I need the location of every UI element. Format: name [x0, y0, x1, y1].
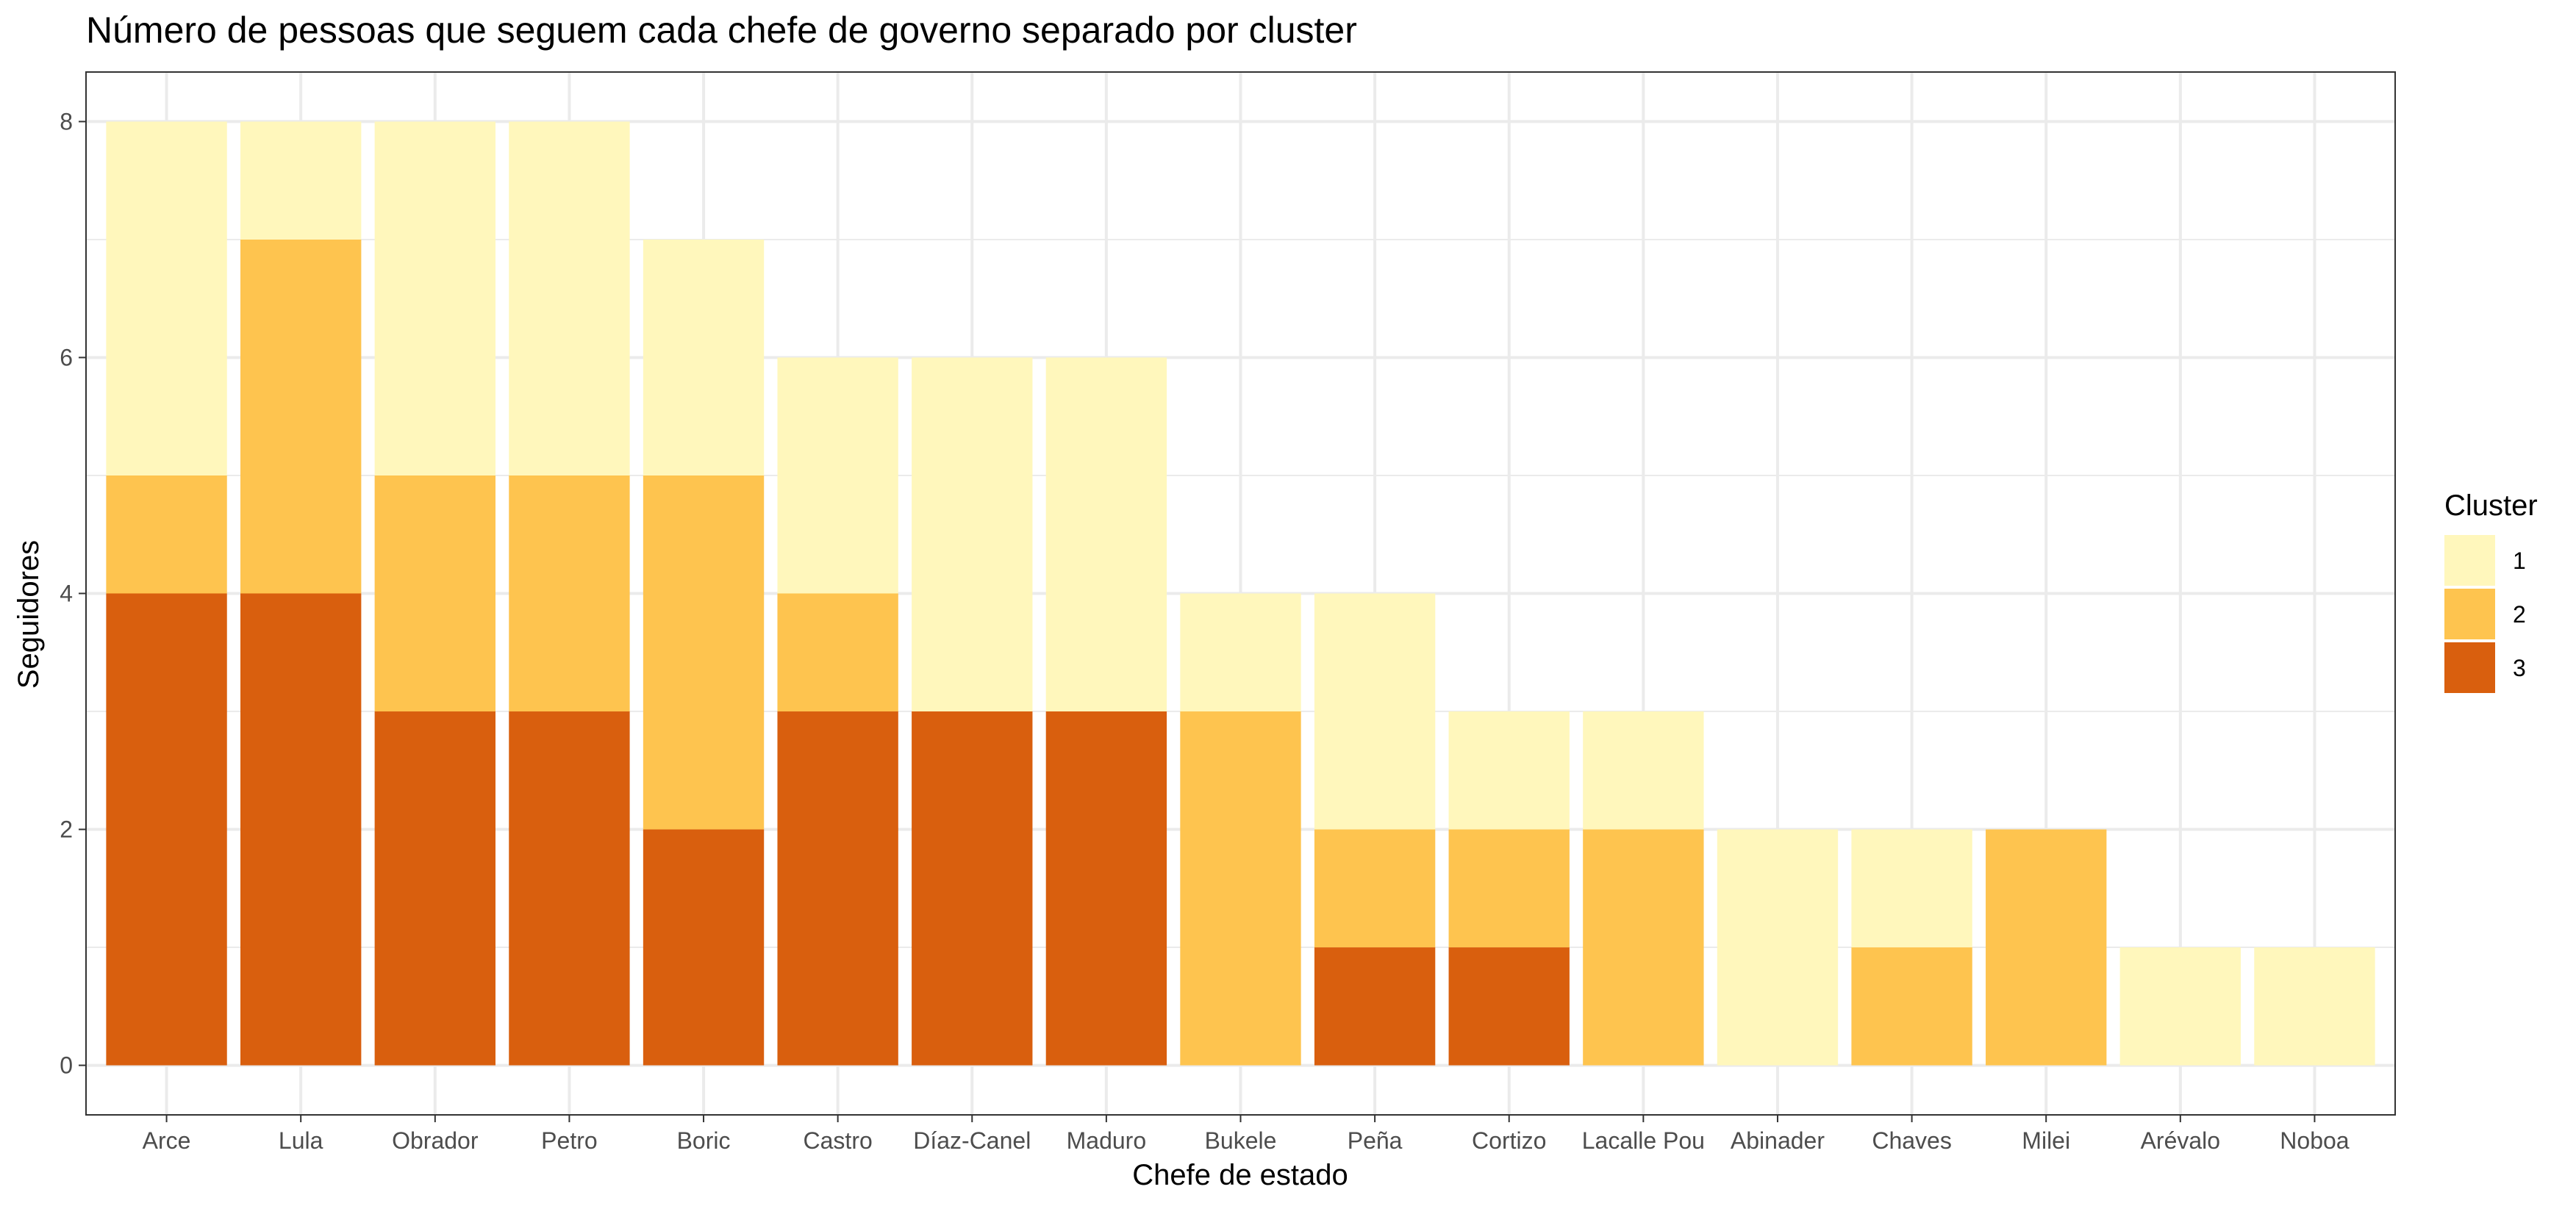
bar-segment	[106, 475, 227, 594]
x-tick-label: Abinader	[1731, 1127, 1825, 1154]
x-tick-label: Chaves	[1872, 1127, 1952, 1154]
bar-segment	[1986, 829, 2107, 1066]
y-axis: 0 2 4 6 8	[60, 108, 86, 1079]
bar-segment	[1448, 711, 1570, 830]
x-axis-title: Chefe de estado	[1132, 1159, 1348, 1191]
bar-segment	[1448, 947, 1570, 1066]
bar-segment	[2119, 947, 2241, 1066]
legend-swatch	[2444, 589, 2495, 639]
bar-segment	[509, 711, 630, 1066]
bar-segment	[240, 239, 362, 594]
x-tick-label: Arce	[143, 1127, 191, 1154]
bar-segment	[777, 593, 898, 712]
bar-segment	[1851, 947, 1972, 1066]
bar-segment	[374, 711, 495, 1066]
x-tick-label: Milei	[2022, 1127, 2070, 1154]
x-tick-label: Díaz-Canel	[913, 1127, 1031, 1154]
bar-segment	[240, 593, 362, 1066]
bar-segment	[106, 121, 227, 475]
y-tick-label: 4	[60, 581, 73, 607]
x-tick-label: Arévalo	[2141, 1127, 2221, 1154]
bar-segment	[912, 357, 1033, 712]
bar-segment	[643, 475, 765, 830]
legend-swatch	[2444, 642, 2495, 693]
bar-segment	[1045, 357, 1167, 712]
bar-segment	[2254, 947, 2375, 1066]
y-tick-label: 2	[60, 816, 73, 843]
legend-label: 1	[2513, 548, 2526, 574]
bar-segment	[912, 711, 1033, 1066]
legend-swatch	[2444, 535, 2495, 586]
x-axis: Arce Lula Obrador Petro Boric Castro Díaz-Cane…	[143, 1115, 2350, 1154]
y-tick-label: 6	[60, 344, 73, 370]
x-tick-label: Obrador	[392, 1127, 479, 1154]
bar-segment	[643, 239, 765, 475]
y-axis-title: Seguidores	[12, 540, 45, 689]
y-tick-label: 8	[60, 108, 73, 134]
legend-title: Cluster	[2444, 489, 2538, 522]
bar-segment	[777, 357, 898, 594]
bar-segment	[1180, 711, 1301, 1066]
bar-segment	[106, 593, 227, 1066]
x-tick-label: Maduro	[1067, 1127, 1147, 1154]
bar-segment	[374, 475, 495, 712]
legend: Cluster 1 2 3	[2444, 489, 2538, 693]
legend-label: 3	[2513, 655, 2526, 681]
bar-segment	[1583, 711, 1704, 830]
bar-segment	[1851, 829, 1972, 948]
legend-label: 2	[2513, 601, 2526, 628]
chart-title: Número de pessoas que seguem cada chefe …	[86, 10, 1357, 51]
bar-segment	[1314, 593, 1436, 830]
bar-segment	[1180, 593, 1301, 712]
bar-segment	[374, 121, 495, 475]
x-tick-label: Castro	[804, 1127, 873, 1154]
bar-segment	[509, 121, 630, 475]
bar-segment	[240, 121, 362, 240]
bar-segment	[777, 711, 898, 1066]
x-tick-label: Peña	[1348, 1127, 1403, 1154]
bar-segment	[1045, 711, 1167, 1066]
x-tick-label: Lacalle Pou	[1582, 1127, 1705, 1154]
x-tick-label: Cortizo	[1472, 1127, 1546, 1154]
bar-segment	[509, 475, 630, 712]
bar-segment	[643, 829, 765, 1066]
bars	[106, 121, 2375, 1066]
x-tick-label: Noboa	[2280, 1127, 2350, 1154]
x-tick-label: Boric	[677, 1127, 731, 1154]
bar-segment	[1314, 829, 1436, 948]
x-tick-label: Bukele	[1205, 1127, 1277, 1154]
y-tick-label: 0	[60, 1052, 73, 1079]
bar-segment	[1314, 947, 1436, 1066]
bar-segment	[1717, 829, 1839, 1066]
bar-segment	[1583, 829, 1704, 1066]
x-tick-label: Lula	[279, 1127, 323, 1154]
x-tick-label: Petro	[541, 1127, 597, 1154]
bar-segment	[1448, 829, 1570, 948]
